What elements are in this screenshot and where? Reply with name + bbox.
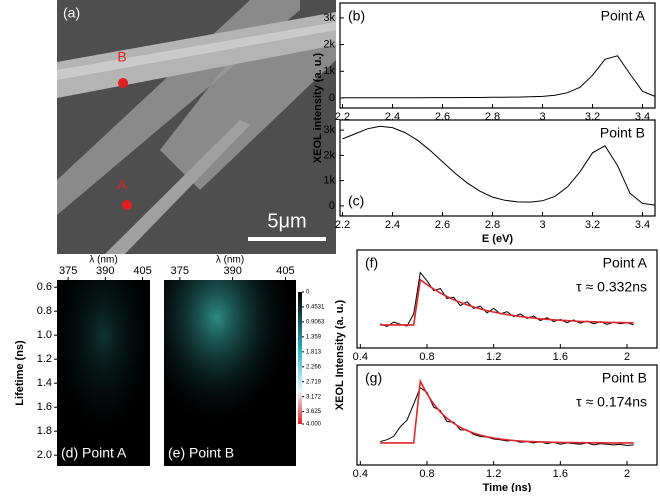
y-tick-label: 1k — [323, 175, 335, 187]
y-tick-label: 3k — [323, 124, 335, 136]
panel-label: (e) Point B — [168, 445, 234, 461]
plot-frame — [356, 249, 658, 349]
heatmap-glow — [164, 280, 296, 466]
data-line — [380, 271, 634, 328]
data-line — [380, 378, 634, 444]
x-tick-label: 1.6 — [553, 468, 568, 480]
colorbar-tick-label: 0 — [306, 290, 310, 296]
x-tick-label: 405 — [276, 265, 294, 277]
panel-label: (d) Point A — [61, 445, 127, 461]
x-tick-label: 390 — [96, 265, 114, 277]
plot-frame — [339, 2, 656, 109]
annotation: Point A — [603, 255, 648, 271]
colorbar-tick-label: 2.719 — [306, 379, 322, 385]
x-tick-label: 0.4 — [353, 468, 368, 480]
colorbar-tick-label: 1.813 — [306, 349, 322, 355]
x-tick-label: 3.2 — [585, 111, 600, 123]
colorbar-tick-label: 2.266 — [306, 364, 322, 370]
x-tick-label: 2.2 — [335, 111, 350, 123]
x-axis-label: λ (nm) — [89, 255, 117, 266]
sem-image: (a) B A 5μm — [57, 0, 336, 254]
panel-label: (c) — [348, 193, 364, 209]
panel-label: (g) — [365, 370, 382, 386]
x-tick-label: 375 — [59, 265, 77, 277]
x-axis-label: Time (ns) — [483, 482, 532, 492]
colorbar-tick-label: 0.9063 — [306, 319, 325, 325]
annotation: τ ≈ 0.332ns — [576, 279, 647, 295]
x-tick-label: 3.4 — [635, 219, 650, 231]
x-tick-label: 2 — [624, 351, 630, 363]
y-tick-label: 0.6 — [37, 281, 52, 293]
data-line — [342, 125, 656, 206]
y-tick-label: 1.8 — [37, 425, 52, 437]
y-tick-label: 1.2 — [37, 353, 52, 365]
annotation: Point B — [600, 125, 645, 141]
x-tick-label: 0.8 — [419, 351, 434, 363]
x-tick-label: 390 — [223, 265, 241, 277]
y-tick-label: 1k — [323, 65, 335, 77]
x-tick-label: 405 — [133, 265, 151, 277]
x-tick-label: 2.8 — [485, 111, 500, 123]
x-tick-label: 2.6 — [435, 219, 450, 231]
x-tick-label: 3 — [539, 111, 545, 123]
y-tick-label: 2k — [323, 149, 335, 161]
x-tick-label: 2.6 — [435, 111, 450, 123]
y-tick-label: 1.6 — [37, 401, 52, 413]
x-tick-label: 2.4 — [385, 111, 400, 123]
colorbar-tick-label: 4.000 — [306, 422, 322, 428]
x-tick-label: 2.2 — [335, 219, 350, 231]
colorbar-tick-label: 1.359 — [306, 334, 322, 340]
x-tick-label: 2 — [624, 468, 630, 480]
colorbar-tick-label: 3.172 — [306, 394, 322, 400]
x-tick-label: 2.4 — [385, 219, 400, 231]
y-tick-label: 3k — [323, 12, 335, 24]
plot-frame — [339, 119, 656, 217]
scale-bar-label: 5μm — [267, 210, 306, 232]
y-tick-label: 0 — [329, 200, 335, 212]
y-axis-label: Lifetime (ns) — [14, 340, 26, 406]
x-tick-label: 3 — [539, 219, 545, 231]
colorbar-tick-label: 3.625 — [306, 409, 322, 415]
x-tick-label: 3.2 — [585, 219, 600, 231]
x-tick-label: 1.2 — [486, 351, 501, 363]
annotation: Point A — [601, 8, 646, 24]
marker-label: B — [117, 49, 126, 65]
annotation: Point B — [602, 370, 647, 386]
panel-label: (a) — [63, 5, 80, 21]
x-tick-label: 375 — [171, 265, 189, 277]
y-axis-label: XEOL intensity (a. u.) — [312, 52, 324, 163]
y-tick-label: 0.8 — [37, 305, 52, 317]
data-line — [380, 278, 634, 326]
plot-frame — [356, 364, 658, 466]
y-tick-label: 2.0 — [37, 449, 52, 461]
x-axis-label: E (eV) — [482, 233, 514, 245]
x-tick-label: 3.4 — [635, 111, 650, 123]
data-line — [380, 386, 634, 447]
x-tick-label: 1.6 — [553, 351, 568, 363]
colorbar-tick-label: 0.4531 — [306, 305, 325, 311]
panel-label: (b) — [348, 8, 365, 24]
x-tick-label: 0.4 — [353, 351, 368, 363]
x-tick-label: 0.8 — [419, 468, 434, 480]
x-tick-label: 2.8 — [485, 219, 500, 231]
x-tick-label: 1.2 — [486, 468, 501, 480]
y-tick-label: 2k — [323, 39, 335, 51]
y-tick-label: 1.0 — [37, 329, 52, 341]
heatmap-glow — [57, 280, 150, 466]
annotation: τ ≈ 0.174ns — [576, 394, 647, 410]
y-tick-label: 1.4 — [37, 377, 52, 389]
marker-label: A — [117, 177, 127, 193]
colorbar — [298, 292, 302, 424]
y-tick-label: 0 — [329, 92, 335, 104]
y-axis-label: XEOL Intensity (a. u.) — [334, 299, 346, 410]
data-line — [342, 55, 656, 99]
x-axis-label: λ (nm) — [216, 255, 244, 266]
panel-label: (f) — [365, 255, 378, 271]
